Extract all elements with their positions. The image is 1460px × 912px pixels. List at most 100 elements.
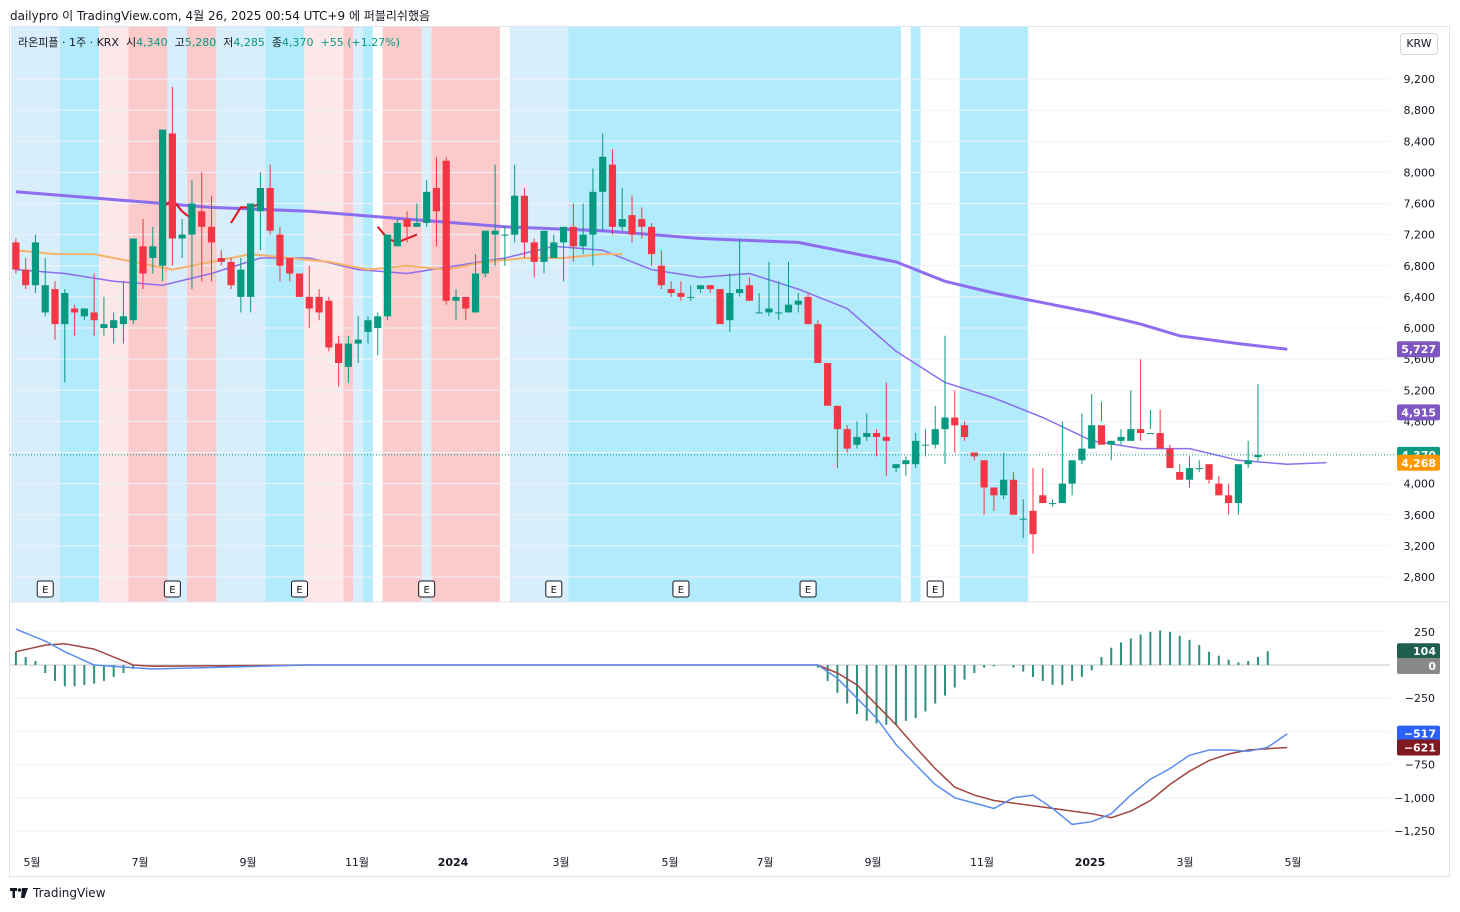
time-tick-label: 9월 bbox=[239, 856, 256, 869]
legend-open-label: 시 bbox=[125, 36, 137, 49]
macd-marker: 0 bbox=[1397, 658, 1440, 674]
candle bbox=[22, 257, 30, 290]
candle-body bbox=[784, 304, 793, 313]
candle bbox=[393, 219, 401, 247]
candle bbox=[178, 219, 186, 258]
candle-body bbox=[696, 285, 705, 290]
candle bbox=[882, 382, 890, 476]
candle-body bbox=[198, 211, 206, 227]
time-axis: 5월 7월 9월 11월 2024 3월 5월 7월 9월 11월 2025 3월 5월 bbox=[23, 856, 1301, 869]
candle bbox=[1068, 460, 1076, 496]
currency-button[interactable]: KRW bbox=[1400, 33, 1438, 55]
earnings-label: E bbox=[296, 585, 302, 596]
candle bbox=[687, 285, 695, 301]
candle bbox=[736, 238, 744, 297]
candle-body bbox=[1136, 429, 1145, 434]
ma-mid-line bbox=[15, 245, 1327, 465]
signal-band bbox=[421, 27, 432, 602]
macd-marker-box bbox=[1397, 658, 1440, 674]
candle bbox=[628, 195, 636, 243]
candle-body bbox=[902, 460, 910, 465]
candle bbox=[188, 180, 196, 290]
moving-averages bbox=[15, 190, 1327, 465]
time-tick-label: 3월 bbox=[552, 856, 569, 869]
legend-symbol[interactable]: 라온피플 · 1주 · KRX bbox=[18, 36, 119, 49]
candle bbox=[1225, 483, 1233, 515]
candle bbox=[1097, 401, 1106, 445]
candle-body bbox=[1234, 464, 1242, 504]
candle-body bbox=[1068, 460, 1076, 484]
candle-body bbox=[158, 129, 167, 266]
earnings-marker: E bbox=[926, 580, 944, 598]
candle-body bbox=[765, 308, 773, 313]
candle bbox=[1009, 471, 1018, 515]
candle bbox=[1166, 444, 1174, 469]
candle bbox=[608, 149, 617, 235]
candle bbox=[1156, 409, 1164, 449]
price-marker: 5,727 bbox=[1397, 341, 1440, 358]
price-tick-label: 3,200 bbox=[1404, 540, 1436, 553]
publish-line: dailypro 이 TradingView.com, 4월 26, 2025 … bbox=[10, 9, 431, 23]
candle bbox=[1088, 394, 1096, 449]
candle bbox=[119, 281, 128, 344]
price-marker-label: 5,727 bbox=[1401, 343, 1436, 356]
candle bbox=[286, 257, 294, 282]
signal-band bbox=[509, 27, 569, 602]
candle bbox=[1039, 468, 1047, 504]
candle bbox=[1058, 421, 1066, 504]
candle bbox=[1117, 429, 1125, 445]
signal-band bbox=[343, 27, 354, 602]
candle bbox=[12, 238, 20, 274]
candle bbox=[520, 187, 529, 258]
candle-body bbox=[814, 324, 822, 364]
price-axis: 2,8003,2003,6004,0004,4004,8005,2005,600… bbox=[1404, 73, 1436, 584]
earnings-marker: E bbox=[291, 580, 309, 598]
candle bbox=[51, 281, 59, 340]
candle-body bbox=[853, 436, 861, 445]
candle-body bbox=[618, 219, 626, 227]
earnings-box bbox=[672, 580, 690, 598]
earnings-box bbox=[291, 580, 309, 598]
candle bbox=[814, 320, 822, 364]
candle bbox=[824, 363, 832, 406]
candlestick-series bbox=[10, 86, 1396, 554]
ma-red-segment bbox=[161, 198, 193, 220]
candle-body bbox=[1117, 436, 1125, 441]
candle-body bbox=[207, 226, 216, 243]
macd-marker: −621 bbox=[1397, 739, 1440, 756]
time-tick-label: 5월 bbox=[661, 856, 678, 869]
earnings-marker: E bbox=[36, 580, 54, 598]
candle bbox=[1185, 456, 1194, 488]
price-marker-box bbox=[1397, 454, 1440, 471]
candle bbox=[31, 234, 40, 293]
candle bbox=[951, 390, 959, 453]
candle bbox=[110, 312, 118, 344]
candle bbox=[618, 187, 626, 231]
candle-body bbox=[1097, 425, 1106, 445]
candle-body bbox=[863, 433, 871, 437]
candle-body bbox=[247, 203, 255, 297]
candle bbox=[100, 296, 108, 336]
candle-body bbox=[432, 187, 441, 212]
macd-marker-box bbox=[1397, 739, 1440, 756]
legend-high-value: 5,280 bbox=[184, 36, 217, 49]
candle-body bbox=[1166, 448, 1174, 469]
signal-band bbox=[304, 27, 344, 602]
candle-body bbox=[941, 417, 949, 430]
candle bbox=[1195, 460, 1203, 472]
tradingview-brand[interactable]: TradingView bbox=[10, 886, 106, 900]
candle bbox=[41, 257, 49, 317]
chart-frame bbox=[9, 26, 1450, 877]
candle bbox=[344, 335, 353, 383]
price-tick-label: 8,000 bbox=[1404, 166, 1436, 179]
candle bbox=[423, 180, 431, 227]
signal-band bbox=[568, 27, 901, 602]
macd-marker-label: 0 bbox=[1428, 660, 1436, 673]
candle bbox=[833, 405, 842, 469]
candle bbox=[667, 281, 675, 297]
signal-line bbox=[15, 643, 1288, 819]
candle bbox=[540, 230, 548, 274]
candle-body bbox=[413, 222, 421, 227]
